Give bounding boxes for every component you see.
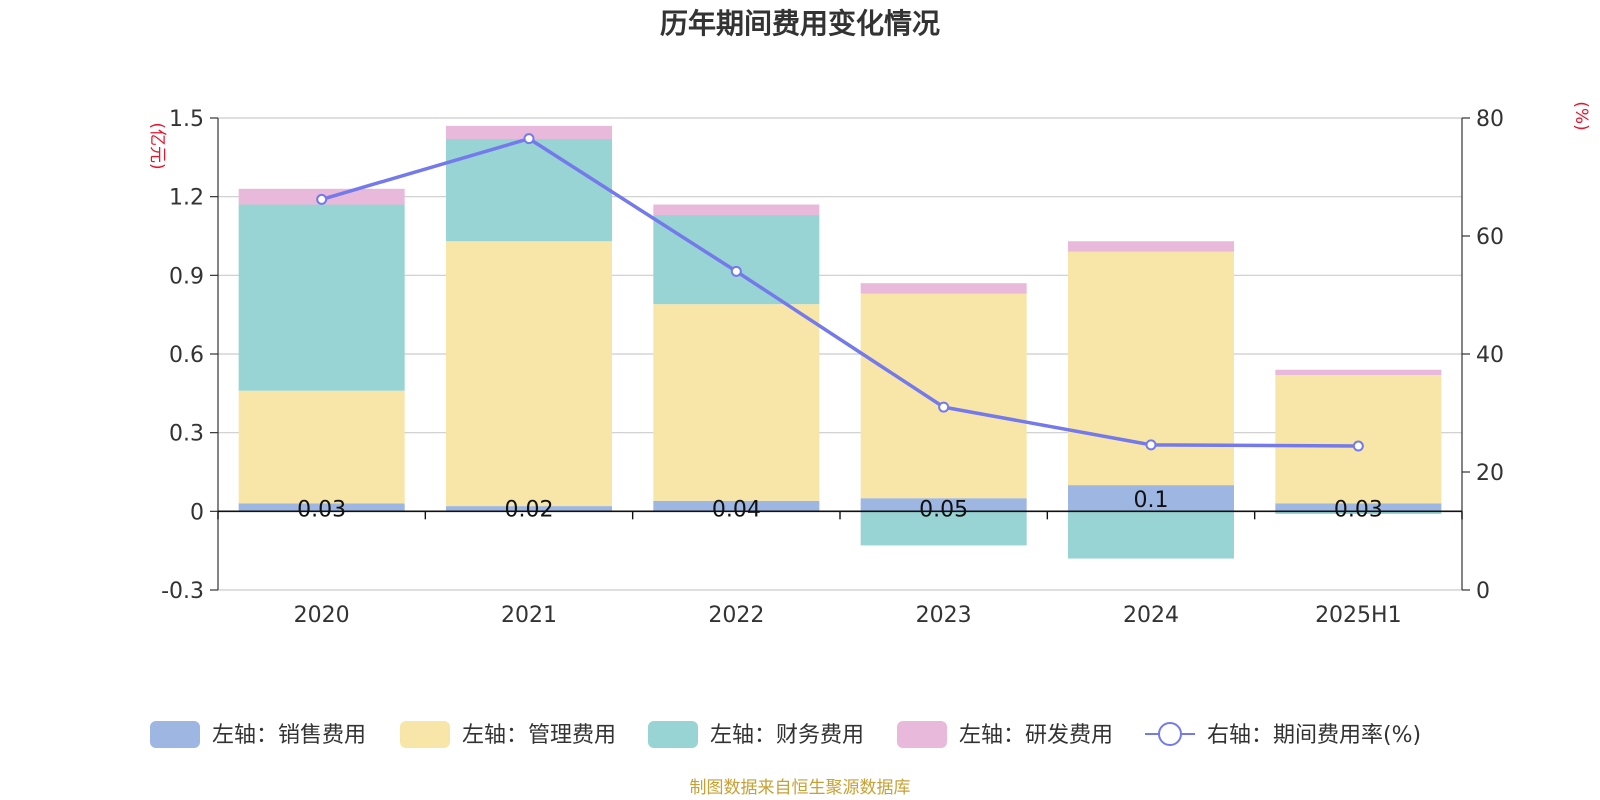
x-axis-labels: 2020 2021 2022 2023 2024 2025H1 [294, 603, 1402, 628]
right-tick-label: 80 [1476, 107, 1504, 132]
bar-segment [1068, 485, 1234, 512]
bar-segment [860, 511, 1027, 546]
left-tick-label: 1.5 [169, 107, 204, 132]
bar-segment [1275, 511, 1442, 514]
bar-segment [446, 506, 612, 512]
right-axis: 0 20 40 60 80 [1461, 107, 1504, 604]
legend: 左轴：销售费用 左轴：管理费用 左轴：财务费用 左轴：研发费用 右轴：期间费用率(%) [150, 721, 1421, 748]
x-axis [217, 510, 1463, 520]
bar-segment [238, 503, 405, 512]
expense-rate-line [316, 133, 1364, 452]
bar-series [238, 125, 1442, 559]
bar-segment [653, 304, 820, 501]
bar-segment [1275, 369, 1442, 375]
legend-label: 左轴：研发费用 [959, 723, 1113, 748]
x-tick-label: 2024 [1123, 603, 1179, 628]
bar-segment [238, 390, 405, 504]
data-labels: 0.03 0.02 0.04 0.05 0.1 0.03 [297, 488, 1383, 522]
bar-segment [1068, 241, 1234, 252]
data-label: 0.05 [919, 497, 968, 522]
left-tick-label: 0.6 [169, 343, 204, 368]
line-point [938, 401, 950, 413]
data-label: 0.1 [1134, 488, 1169, 513]
bar-segment [860, 283, 1027, 294]
right-tick-label: 60 [1476, 225, 1504, 250]
legend-label: 左轴：财务费用 [710, 723, 864, 748]
data-label: 0.02 [505, 497, 554, 522]
bar-segment [1275, 374, 1442, 504]
legend-swatch [648, 721, 698, 748]
line-point [316, 193, 328, 205]
legend-label: 右轴：期间费用率(%) [1207, 723, 1421, 748]
bar-segment [860, 293, 1027, 499]
x-tick-label: 2022 [708, 603, 764, 628]
bar-segment [1275, 503, 1442, 512]
legend-label: 左轴：销售费用 [212, 723, 366, 748]
chart-title: 历年期间费用变化情况 [660, 7, 940, 40]
bar-segment [238, 204, 405, 391]
legend-swatch [400, 721, 450, 748]
data-label: 0.04 [712, 497, 761, 522]
bar-segment [1068, 511, 1234, 559]
bar-segment [446, 241, 612, 507]
legend-label: 左轴：管理费用 [462, 723, 616, 748]
bar-segment [653, 215, 820, 305]
left-axis: -0.3 0 0.3 0.6 0.9 1.2 1.5 [161, 107, 219, 604]
legend-swatch [150, 721, 200, 748]
data-label: 0.03 [297, 497, 346, 522]
left-tick-label: 0.3 [169, 422, 204, 447]
bar-segment [446, 125, 612, 139]
x-tick-label: 2021 [501, 603, 557, 628]
right-tick-label: 20 [1476, 461, 1504, 486]
bar-segment [653, 500, 820, 512]
left-tick-label: 0 [190, 500, 204, 525]
right-tick-label: 40 [1476, 343, 1504, 368]
line-point [1145, 439, 1157, 451]
x-tick-label: 2025H1 [1315, 603, 1402, 628]
left-tick-label: -0.3 [161, 579, 204, 604]
right-axis-unit: (%) [1571, 101, 1591, 130]
legend-marker [1158, 722, 1182, 746]
x-tick-label: 2020 [294, 603, 350, 628]
bar-segment [860, 498, 1027, 512]
bar-segment [653, 204, 820, 216]
line-point [730, 265, 742, 277]
left-tick-label: 0.9 [169, 264, 204, 289]
line-path [321, 136, 1359, 448]
left-axis-unit: (亿元) [147, 122, 167, 169]
legend-swatch [897, 721, 947, 748]
right-tick-label: 0 [1476, 579, 1490, 604]
left-tick-label: 1.2 [169, 186, 204, 211]
line-point [523, 133, 535, 145]
data-label: 0.03 [1334, 497, 1383, 522]
grid-lines [218, 117, 1462, 591]
source-note: 制图数据来自恒生聚源数据库 [690, 778, 911, 798]
line-point [1352, 440, 1364, 452]
x-tick-label: 2023 [916, 603, 972, 628]
